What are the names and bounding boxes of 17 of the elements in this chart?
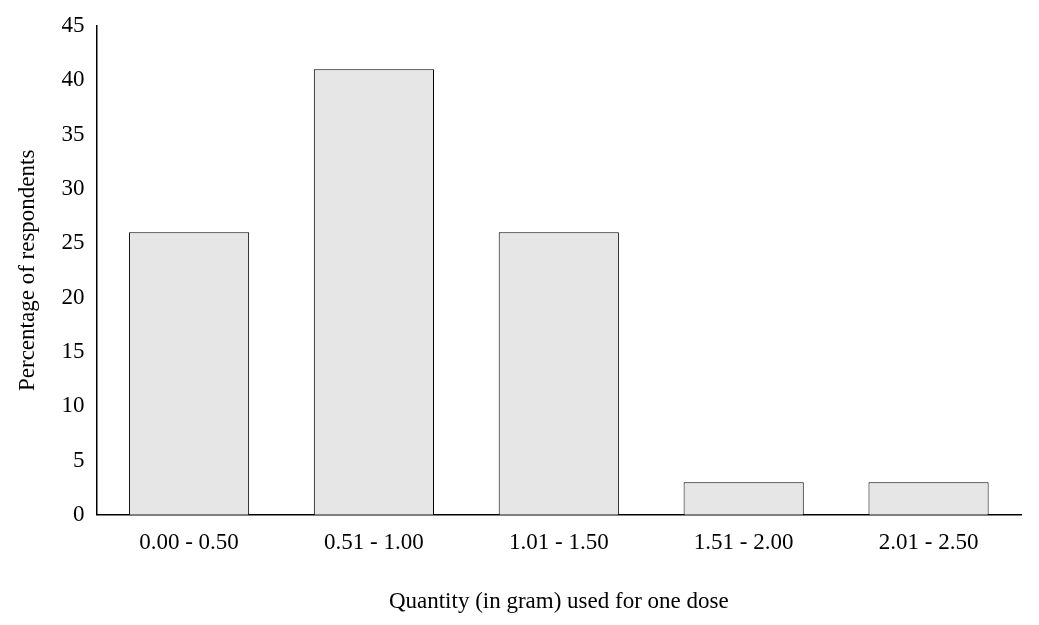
x-tick-label: 2.01 - 2.50 (878, 528, 979, 554)
y-tick-label: 35 (61, 120, 85, 146)
y-tick-label: 15 (61, 337, 85, 363)
y-axis-title: Percentage of respondents (13, 149, 39, 392)
y-tick-label: 0 (73, 500, 85, 526)
y-tick-label: 45 (61, 11, 85, 37)
x-axis-title: Quantity (in gram) used for one dose (388, 588, 729, 614)
y-tick-label: 5 (73, 446, 85, 472)
x-tick-label: 0.51 - 1.00 (324, 528, 424, 554)
y-tick-label: 30 (61, 174, 85, 200)
x-tick-label: 0.00 - 0.50 (139, 528, 239, 554)
y-tick-label: 20 (61, 283, 85, 309)
y-tick-label: 40 (61, 66, 85, 92)
y-tick-label: 10 (61, 392, 85, 418)
x-tick-label: 1.01 - 1.50 (508, 528, 609, 554)
y-tick-label: 25 (61, 229, 85, 255)
x-tick-label: 1.51 - 2.00 (693, 528, 794, 554)
